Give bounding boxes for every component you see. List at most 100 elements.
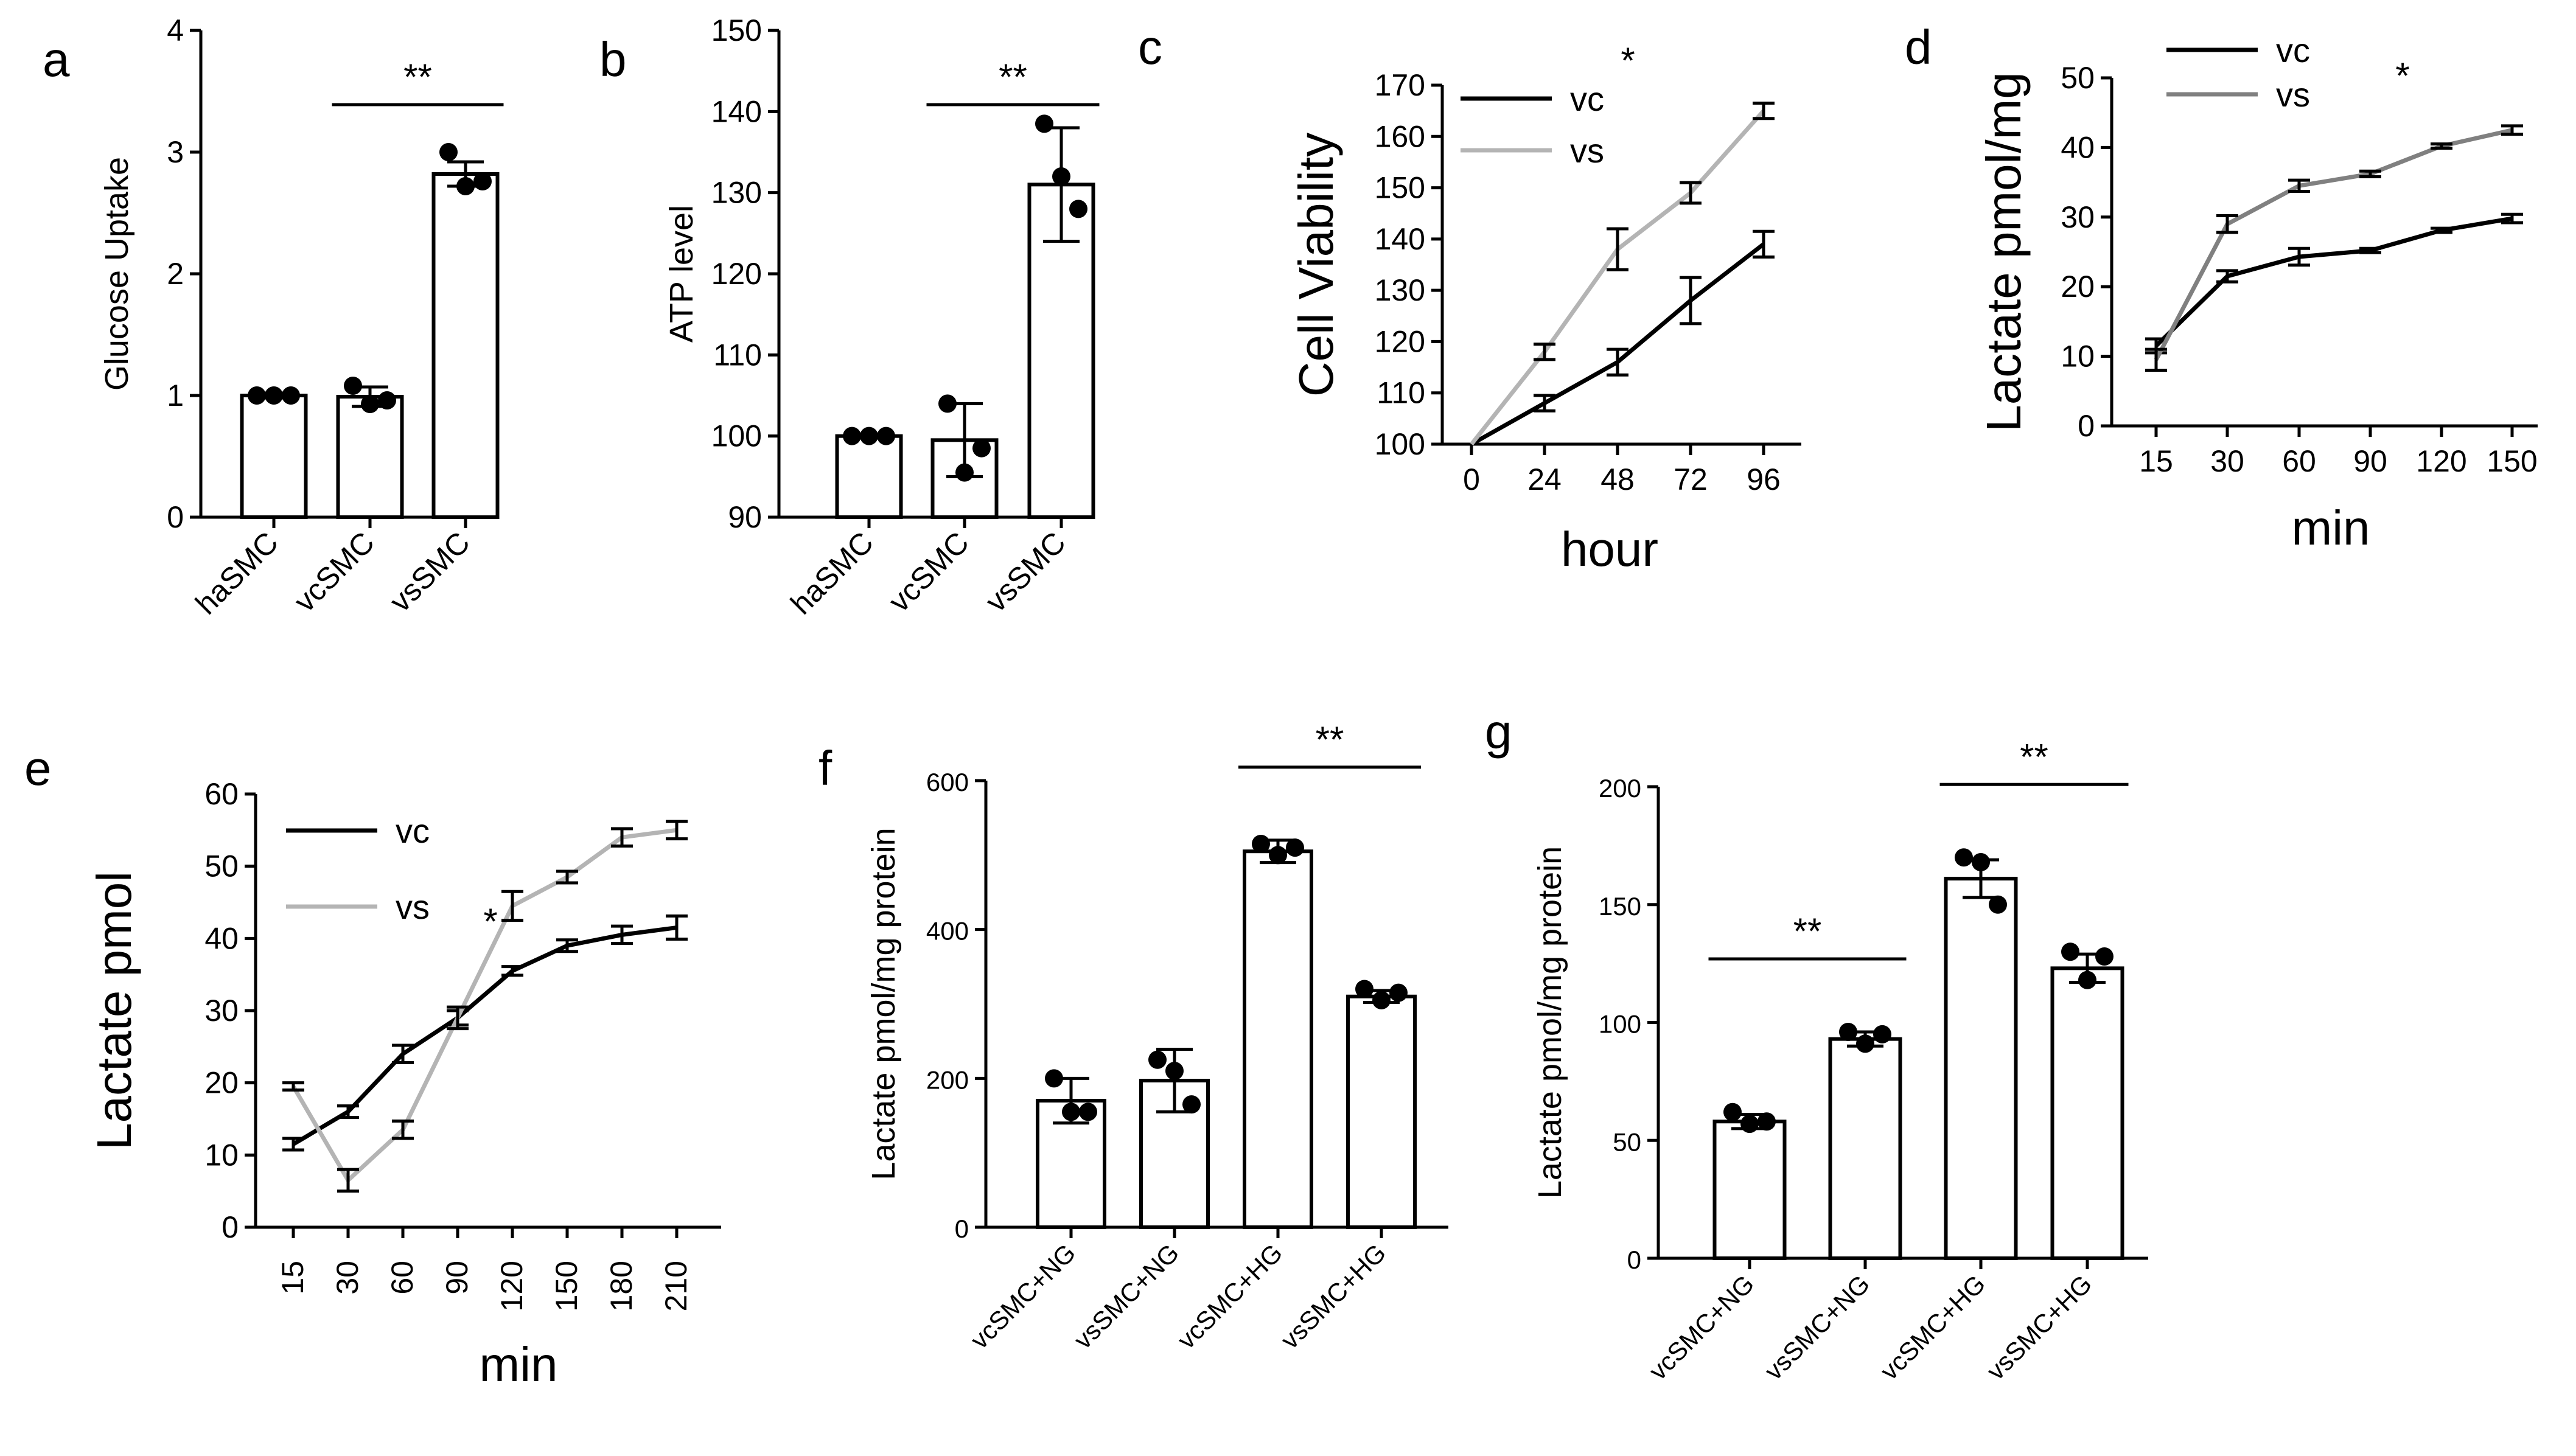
x-tick-label: vcSMC+HG xyxy=(1875,1269,1991,1385)
y-tick-label: 50 xyxy=(204,849,239,883)
data-point xyxy=(955,463,974,482)
y-tick-label: 60 xyxy=(204,777,239,811)
y-tick-label: 120 xyxy=(1375,324,1425,358)
data-point xyxy=(1355,980,1374,998)
data-point xyxy=(1389,983,1408,1002)
y-axis-label: Lactate pmol/mg protein xyxy=(1532,846,1568,1199)
y-tick-label: 0 xyxy=(222,1210,239,1244)
series-line-vc xyxy=(2154,216,2513,347)
significance-marker: * xyxy=(1621,40,1635,81)
y-axis-label: Lactate pmol xyxy=(87,871,141,1150)
data-point xyxy=(860,427,878,445)
x-tick-label: vsSMC+HG xyxy=(1276,1238,1392,1354)
data-point xyxy=(265,386,283,405)
x-tick-label: 30 xyxy=(330,1261,365,1295)
y-tick-label: 50 xyxy=(1613,1127,1641,1156)
data-point xyxy=(456,177,475,195)
series-line-vs xyxy=(291,827,677,1184)
y-axis-label: Cell Viability xyxy=(1289,133,1343,397)
y-tick-label: 50 xyxy=(2061,61,2095,95)
bar-vsSMC xyxy=(431,172,500,519)
x-tick-label: haSMC xyxy=(784,525,879,621)
y-tick-label: 130 xyxy=(711,176,762,210)
y-tick-label: 200 xyxy=(926,1065,969,1094)
y-tick-label: 150 xyxy=(1375,171,1425,205)
y-tick-label: 40 xyxy=(204,921,239,955)
x-tick-label: vsSMC+NG xyxy=(1069,1238,1185,1354)
y-tick-label: 150 xyxy=(1599,892,1641,921)
data-point xyxy=(1035,114,1053,133)
data-point xyxy=(1069,200,1087,218)
bar-vcSMC+HG xyxy=(1944,877,2018,1260)
x-tick-label: 150 xyxy=(2487,444,2537,478)
data-point xyxy=(1989,895,2007,914)
y-tick-label: 0 xyxy=(2078,409,2095,443)
x-tick-label: 60 xyxy=(2282,444,2316,478)
significance-marker: ** xyxy=(403,57,432,97)
panel-letter-f: f xyxy=(819,741,832,795)
panel-e: e 0 10 20 30 40 50 60 Lactate pmol 15 30 60 90 120 150… xyxy=(24,741,721,1392)
data-point xyxy=(1045,1069,1063,1088)
legend-label-vc: vc xyxy=(396,812,430,850)
y-tick-label: 400 xyxy=(926,917,969,946)
data-point xyxy=(1286,838,1304,857)
x-tick-label: 150 xyxy=(550,1261,584,1311)
data-point xyxy=(1269,846,1287,865)
x-axis-label: min xyxy=(480,1337,558,1392)
y-axis-label: Lactate pmol/mg xyxy=(1977,72,2031,431)
data-point xyxy=(1856,1034,1874,1053)
x-tick-label: vsSMC xyxy=(979,525,1072,619)
y-tick-label: 120 xyxy=(711,257,762,291)
series-line-vc xyxy=(1470,242,1765,447)
data-point xyxy=(2095,947,2114,966)
panel-g: g 0 50 100 150 200 Lactate pmol/mg protein vcSM… xyxy=(1485,705,2148,1385)
legend-label-vs: vs xyxy=(1570,131,1604,170)
legend-label-vs: vs xyxy=(2276,75,2310,114)
data-point xyxy=(1052,167,1070,186)
x-tick-label: vcSMC xyxy=(882,525,976,619)
x-axis-label: hour xyxy=(1561,522,1658,576)
data-point xyxy=(1372,991,1391,1009)
data-point xyxy=(282,386,300,405)
x-tick-label: vcSMC+NG xyxy=(1644,1269,1760,1385)
x-tick-label: 72 xyxy=(1674,462,1708,496)
data-point xyxy=(1740,1115,1759,1134)
x-tick-label: haSMC xyxy=(189,525,284,621)
x-tick-label: 96 xyxy=(1747,462,1781,496)
y-tick-label: 160 xyxy=(1375,119,1425,153)
panel-letter-b: b xyxy=(599,32,627,86)
panel-a: a 0 1 2 3 4 Glucose Uptake haSMC vcSMC vsSMC ** xyxy=(43,13,504,621)
y-tick-label: 90 xyxy=(728,500,762,534)
bar-vsSMC+HG xyxy=(2050,966,2124,1260)
x-tick-label: vsSMC+NG xyxy=(1759,1269,1876,1385)
panel-letter-c: c xyxy=(1138,20,1162,74)
data-point xyxy=(344,377,362,395)
panel-d: d 0 10 20 30 40 50 Lactate pmol/mg 15 30 60 90 120 15… xyxy=(1905,20,2538,555)
x-tick-label: vsSMC xyxy=(383,525,476,619)
significance-marker: ** xyxy=(1793,911,1822,952)
x-tick-label: vsSMC+HG xyxy=(1981,1269,2098,1385)
significance-marker: * xyxy=(483,901,497,942)
x-tick-label: 60 xyxy=(385,1261,419,1295)
significance-marker: * xyxy=(2395,55,2409,96)
bar-vsSMC+NG xyxy=(1828,1037,1902,1260)
y-tick-label: 40 xyxy=(2061,130,2095,164)
data-point xyxy=(378,391,396,409)
y-tick-label: 0 xyxy=(955,1214,969,1243)
x-tick-label: 24 xyxy=(1527,462,1562,496)
y-axis-label: Lactate pmol/mg protein xyxy=(865,827,902,1180)
panel-f: f 0 200 400 600 Lactate pmol/mg protein vcSMC+… xyxy=(819,719,1448,1354)
data-point xyxy=(1182,1095,1201,1114)
bar-haSMC xyxy=(240,394,308,519)
x-tick-label: 15 xyxy=(276,1261,310,1295)
data-point xyxy=(1723,1102,1742,1121)
data-point xyxy=(972,439,991,458)
y-tick-label: 150 xyxy=(711,13,762,47)
legend-label-vc: vc xyxy=(2276,31,2310,69)
y-tick-label: 140 xyxy=(1375,222,1425,256)
x-tick-label: vcSMC+NG xyxy=(965,1238,1081,1354)
data-point xyxy=(1062,1102,1080,1121)
y-tick-label: 2 xyxy=(167,257,184,291)
data-point xyxy=(1148,1050,1167,1069)
